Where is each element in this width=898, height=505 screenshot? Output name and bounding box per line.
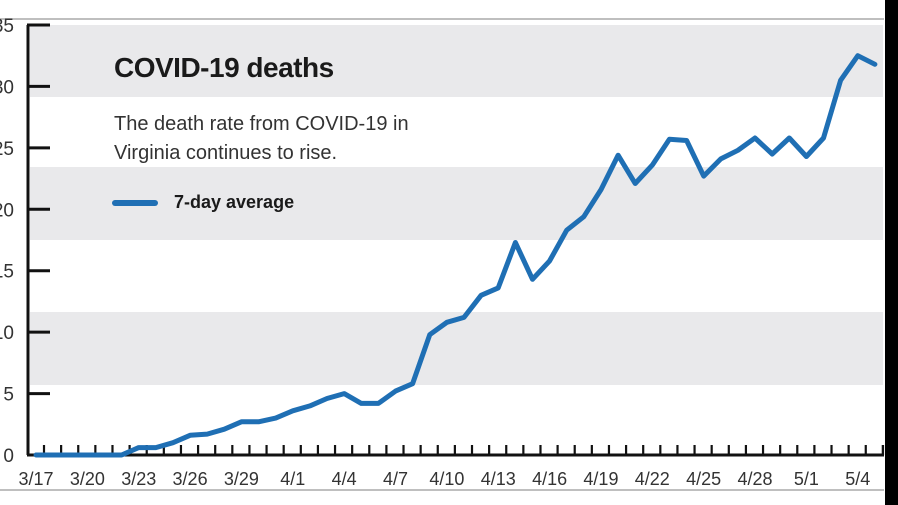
- x-tick-label: 4/1: [280, 469, 305, 489]
- x-tick-label: 5/4: [845, 469, 870, 489]
- x-tick-label: 4/10: [429, 469, 464, 489]
- x-tick-label: 4/25: [686, 469, 721, 489]
- legend: 7-day average: [112, 192, 294, 213]
- x-tick-label: 4/4: [332, 469, 357, 489]
- series-line-7-day-average: [33, 53, 878, 458]
- y-tick-label: 5: [3, 385, 14, 406]
- x-tick-label: 3/20: [70, 469, 105, 489]
- background-band: [30, 312, 883, 385]
- legend-line-swatch: [112, 199, 158, 206]
- x-tick-label: 4/16: [532, 469, 567, 489]
- page-edge-bar: [885, 0, 898, 505]
- x-tick-label: 4/13: [481, 469, 516, 489]
- legend-label: 7-day average: [174, 192, 295, 212]
- chart-title: COVID-19 deaths: [114, 52, 334, 83]
- y-tick-label: 35: [0, 16, 14, 37]
- y-tick-label: 15: [0, 262, 14, 283]
- y-tick-label: 30: [0, 77, 14, 98]
- x-tick-label: 4/28: [738, 469, 773, 489]
- chart-subtitle: The death rate from COVID-19 in Virginia…: [114, 113, 409, 164]
- x-tick-label: 3/29: [224, 469, 259, 489]
- x-tick-label: 3/17: [18, 469, 53, 489]
- x-tick-label: 4/22: [635, 469, 670, 489]
- y-tick-label: 25: [0, 139, 14, 160]
- y-tick-label: 20: [0, 200, 14, 221]
- x-tick-label: 4/7: [383, 469, 408, 489]
- background-band: [30, 167, 883, 240]
- background-band: [30, 25, 883, 97]
- x-tick-label: 3/26: [173, 469, 208, 489]
- x-tick-label: 4/19: [583, 469, 618, 489]
- y-tick-label: 10: [0, 323, 14, 344]
- y-tick-label: 0: [3, 446, 14, 467]
- x-tick-label: 3/23: [121, 469, 156, 489]
- x-tick-label: 5/1: [794, 469, 819, 489]
